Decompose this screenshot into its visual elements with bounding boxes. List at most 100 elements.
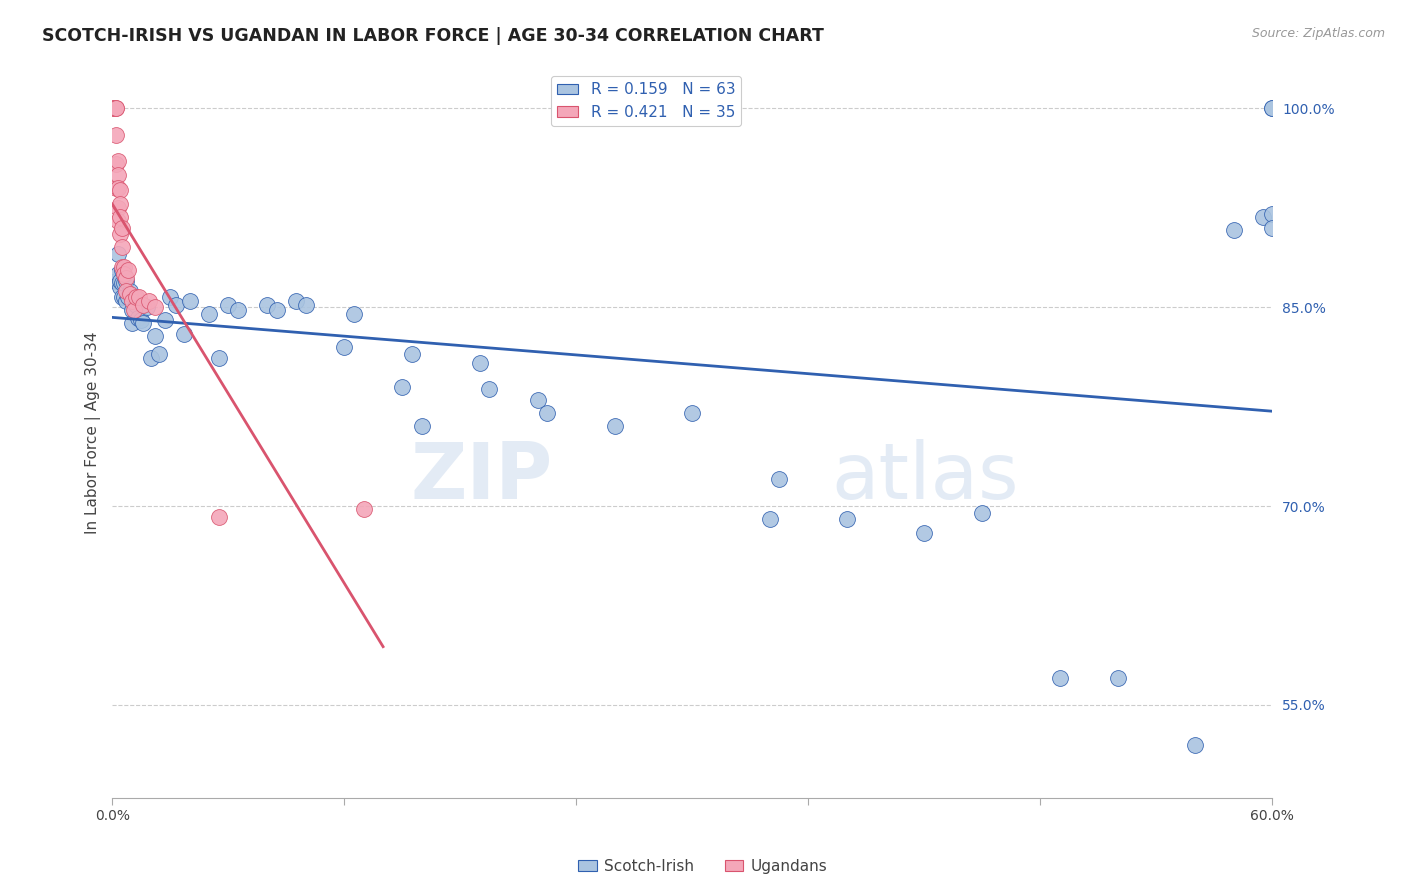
Point xyxy=(108,227,131,242)
Point xyxy=(117,289,139,303)
Point xyxy=(165,297,187,311)
Point xyxy=(138,293,160,308)
Point xyxy=(1184,738,1206,752)
Text: Source: ZipAtlas.com: Source: ZipAtlas.com xyxy=(1251,27,1385,40)
Point xyxy=(122,289,145,303)
Point xyxy=(217,297,239,311)
Point xyxy=(111,220,134,235)
Point xyxy=(912,525,935,540)
Point xyxy=(105,101,128,115)
Point xyxy=(603,419,626,434)
Point xyxy=(107,267,129,281)
Point xyxy=(153,313,176,327)
Point xyxy=(121,316,143,330)
Point xyxy=(285,293,308,308)
Point xyxy=(118,286,141,301)
Point xyxy=(681,406,703,420)
Point xyxy=(105,101,128,115)
Point xyxy=(115,293,138,308)
Point xyxy=(105,128,128,142)
Point xyxy=(294,297,316,311)
Point xyxy=(115,274,138,288)
Point xyxy=(411,419,433,434)
Point xyxy=(353,501,375,516)
Point xyxy=(105,181,128,195)
Point xyxy=(105,157,128,171)
Point xyxy=(111,277,134,291)
Point xyxy=(124,289,146,303)
Point xyxy=(143,329,166,343)
Legend: R = 0.159   N = 63, R = 0.421   N = 35: R = 0.159 N = 63, R = 0.421 N = 35 xyxy=(551,76,741,126)
Point xyxy=(208,351,231,365)
Point xyxy=(173,326,195,341)
Point xyxy=(107,214,129,228)
Point xyxy=(148,346,170,360)
Point xyxy=(768,473,790,487)
Point xyxy=(111,260,134,275)
Point xyxy=(179,293,201,308)
Point xyxy=(103,101,125,115)
Point xyxy=(108,196,131,211)
Point xyxy=(1049,671,1071,685)
Point xyxy=(401,346,423,360)
Point xyxy=(343,307,366,321)
Point xyxy=(117,263,139,277)
Point xyxy=(127,310,149,325)
Point xyxy=(256,297,278,311)
Point xyxy=(111,240,134,254)
Point xyxy=(122,302,145,317)
Point xyxy=(198,307,221,321)
Y-axis label: In Labor Force | Age 30-34: In Labor Force | Age 30-34 xyxy=(86,332,101,534)
Point xyxy=(115,271,138,285)
Text: ZIP: ZIP xyxy=(411,439,553,515)
Point xyxy=(112,260,135,275)
Point xyxy=(128,289,150,303)
Point xyxy=(139,351,162,365)
Point xyxy=(111,263,134,277)
Point xyxy=(107,168,129,182)
Point xyxy=(1261,101,1284,115)
Point xyxy=(115,285,138,299)
Point xyxy=(266,302,288,317)
Point xyxy=(105,274,128,288)
Point xyxy=(124,297,146,311)
Point xyxy=(391,380,413,394)
Point xyxy=(111,289,134,303)
Point xyxy=(972,506,994,520)
Point xyxy=(108,210,131,224)
Point xyxy=(758,512,780,526)
Point xyxy=(121,302,143,317)
Point xyxy=(478,382,501,396)
Point xyxy=(107,247,129,261)
Point xyxy=(121,293,143,308)
Point xyxy=(136,300,159,314)
Point xyxy=(107,201,129,215)
Point xyxy=(107,181,129,195)
Point xyxy=(132,316,155,330)
Legend: Scotch-Irish, Ugandans: Scotch-Irish, Ugandans xyxy=(572,853,834,880)
Point xyxy=(333,340,356,354)
Point xyxy=(108,274,131,288)
Point xyxy=(108,184,131,198)
Point xyxy=(1251,210,1274,224)
Point xyxy=(1261,207,1284,221)
Point xyxy=(536,406,558,420)
Point xyxy=(208,509,231,524)
Point xyxy=(526,392,548,407)
Text: SCOTCH-IRISH VS UGANDAN IN LABOR FORCE | AGE 30-34 CORRELATION CHART: SCOTCH-IRISH VS UGANDAN IN LABOR FORCE |… xyxy=(42,27,824,45)
Point xyxy=(131,313,153,327)
Point xyxy=(107,154,129,169)
Point xyxy=(118,285,141,299)
Point xyxy=(132,297,155,311)
Point xyxy=(1261,101,1284,115)
Point xyxy=(103,101,125,115)
Point xyxy=(835,512,858,526)
Point xyxy=(1107,671,1129,685)
Point xyxy=(112,267,135,281)
Point xyxy=(1261,220,1284,235)
Point xyxy=(468,356,491,370)
Text: atlas: atlas xyxy=(831,439,1019,515)
Point xyxy=(108,280,131,294)
Point xyxy=(226,302,249,317)
Point xyxy=(143,300,166,314)
